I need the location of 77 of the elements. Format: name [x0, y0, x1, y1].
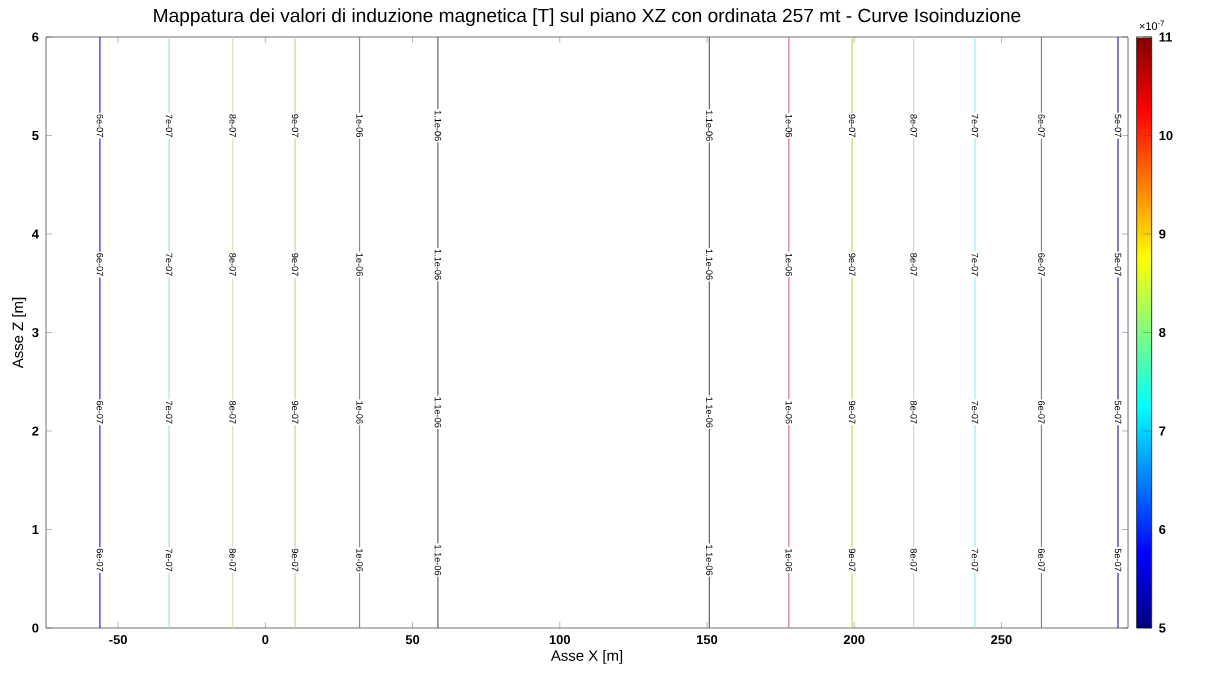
y-tick-label: 6 — [32, 32, 39, 42]
y-tick-label: 3 — [32, 327, 39, 338]
text: 7e-07 — [971, 548, 979, 572]
text: 7e-07 — [971, 401, 979, 424]
text: 6e-07 — [96, 548, 104, 572]
chart-title: Mappatura dei valori di induzione magnetica [T] sul piano XZ con ordinata 257 mt - Curve Isoinduzione — [154, 8, 1021, 27]
text: 1.1e-06 — [706, 249, 713, 280]
x-axis-title: Asse X [m] — [550, 649, 623, 664]
text: 6e-07 — [96, 253, 104, 276]
text: 9e-07 — [848, 548, 856, 572]
text: 9e-07 — [291, 401, 299, 424]
text: 1.1e-06 — [434, 110, 442, 141]
text: 7e-07 — [165, 114, 173, 137]
text: 8e-07 — [229, 400, 236, 424]
text: 7e-07 — [165, 253, 173, 276]
text: 1.1e-06 — [434, 249, 442, 280]
text: 9e-07 — [291, 253, 299, 276]
text: 7e-07 — [165, 401, 173, 424]
x-tick-label: 150 — [696, 635, 718, 645]
x-tick-label: 100 — [549, 635, 571, 645]
color-bar-label: 9 — [1159, 229, 1166, 239]
text: 1e-06 — [356, 401, 363, 424]
text: 1e-06 — [785, 114, 793, 137]
text: 8e-07 — [910, 548, 917, 572]
text: 1e-06 — [356, 253, 363, 276]
color-bar-title: ×10$^{-7}$ — [1139, 20, 1164, 30]
text: 8e-07 — [229, 253, 236, 276]
text: 8e-07 — [229, 548, 236, 572]
color-bar-label: 11 — [1159, 32, 1173, 42]
y-axis-title: Asse Z [m] — [12, 297, 27, 369]
color-bar-label: 8 — [1159, 327, 1166, 338]
y-tick-label: 1 — [32, 525, 39, 534]
text: 1e-06 — [785, 549, 793, 572]
text: 6e-07 — [1038, 401, 1045, 424]
text: 8e-07 — [910, 253, 917, 276]
y-tick-label: 2 — [32, 426, 39, 436]
x-tick-label: 200 — [843, 635, 865, 645]
text: 1e-06 — [785, 401, 793, 424]
text: 9e-07 — [848, 114, 856, 137]
text: 9e-07 — [848, 253, 856, 276]
x-tick-label: -50 — [109, 635, 127, 645]
color-bar-label: 7 — [1159, 426, 1166, 436]
text: 8e-07 — [910, 114, 917, 137]
text: 1.1e-06 — [706, 110, 713, 141]
color-bar-label: 5 — [1159, 623, 1166, 633]
text: 1e-06 — [356, 114, 363, 137]
text: 1e-06 — [356, 549, 363, 572]
text: 7e-07 — [971, 114, 979, 137]
text: 6e-07 — [1038, 253, 1045, 276]
text: 6e-07 — [96, 401, 104, 424]
text: 5e-07 — [1114, 548, 1122, 572]
y-tick-label: 5 — [32, 130, 39, 141]
text: 5e-07 — [1114, 400, 1122, 424]
y-tick-label: 0 — [32, 623, 39, 633]
x-tick-label: 50 — [405, 635, 420, 645]
text: 1.1e-06 — [706, 397, 713, 428]
y-tick-label: 4 — [31, 229, 39, 239]
text: 6e-07 — [96, 114, 104, 137]
x-tick-label: 250 — [991, 635, 1012, 645]
text: 8e-07 — [910, 400, 917, 424]
x-tick-label: 0 — [262, 635, 269, 645]
color-bar-label: 10 — [1159, 130, 1173, 141]
text: 9e-07 — [848, 401, 856, 424]
text: 1.1e-06 — [434, 397, 442, 428]
text: 1.1e-06 — [706, 545, 713, 576]
text: 1.1e-06 — [434, 545, 442, 576]
color-bar-label: 6 — [1159, 524, 1166, 535]
text: 6e-07 — [1038, 548, 1045, 572]
text: 6e-07 — [1038, 114, 1045, 137]
text: 9e-07 — [291, 548, 299, 572]
text: 1e-06 — [785, 253, 793, 276]
text: 5e-07 — [1114, 253, 1122, 276]
text: 8e-07 — [229, 114, 236, 137]
text: 9e-07 — [291, 114, 299, 137]
text: 7e-07 — [165, 548, 173, 572]
text: 5e-07 — [1114, 114, 1122, 137]
text: 7e-07 — [971, 253, 979, 276]
